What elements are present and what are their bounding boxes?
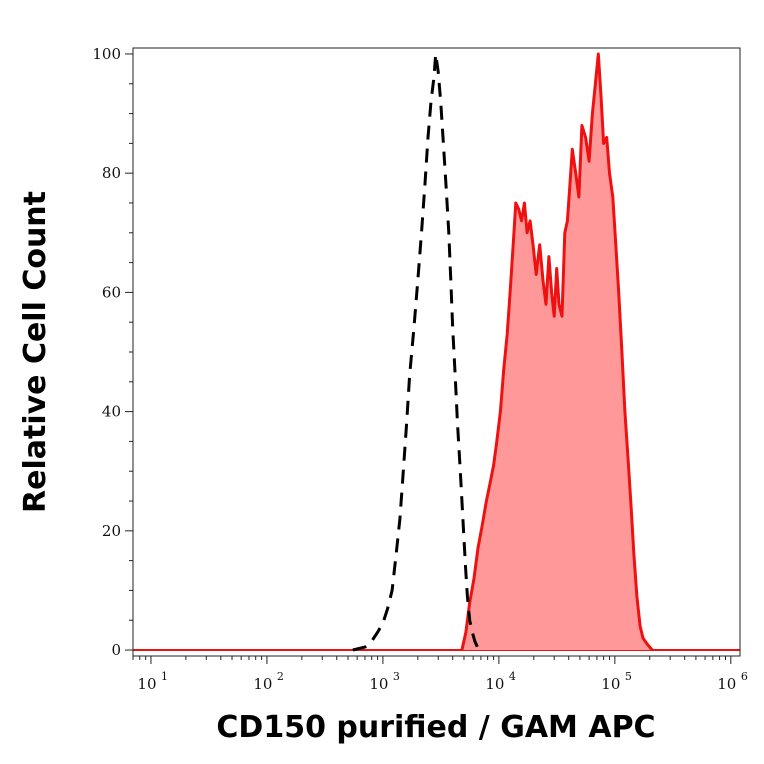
x-tick-exponent: 2 [277, 670, 284, 683]
y-tick-label: 100 [92, 45, 121, 63]
y-tick-label: 20 [102, 522, 121, 540]
x-axis-ticks: 10 1 10 2 10 3 10 4 10 5 10 6 [132, 656, 748, 693]
y-tick-label: 80 [102, 164, 121, 182]
plot-area [133, 52, 740, 652]
y-axis-title: Relative Cell Count [18, 191, 53, 513]
y-tick-label: 60 [102, 283, 121, 301]
x-tick-label: 10 [253, 675, 272, 693]
x-tick-label: 10 [601, 675, 620, 693]
x-tick-exponent: 1 [161, 670, 168, 683]
x-tick-exponent: 5 [625, 670, 632, 683]
x-axis-title: CD150 purified / GAM APC [216, 710, 655, 745]
series-1-area [461, 54, 653, 651]
y-tick-label: 40 [102, 403, 121, 421]
x-tick-label: 10 [369, 675, 388, 693]
x-tick-exponent: 6 [741, 670, 748, 683]
x-tick-exponent: 3 [393, 670, 400, 683]
x-tick-label: 10 [485, 675, 504, 693]
plot-frame [132, 47, 741, 657]
x-tick-label: 10 [137, 675, 156, 693]
x-tick-label: 10 [717, 675, 736, 693]
y-tick-label: 0 [111, 641, 121, 659]
series-1-line [460, 52, 654, 651]
x-tick-exponent: 4 [509, 670, 516, 683]
y-axis-ticks: 0 20 40 60 80 100 [92, 45, 133, 659]
series-0-line [352, 52, 481, 652]
